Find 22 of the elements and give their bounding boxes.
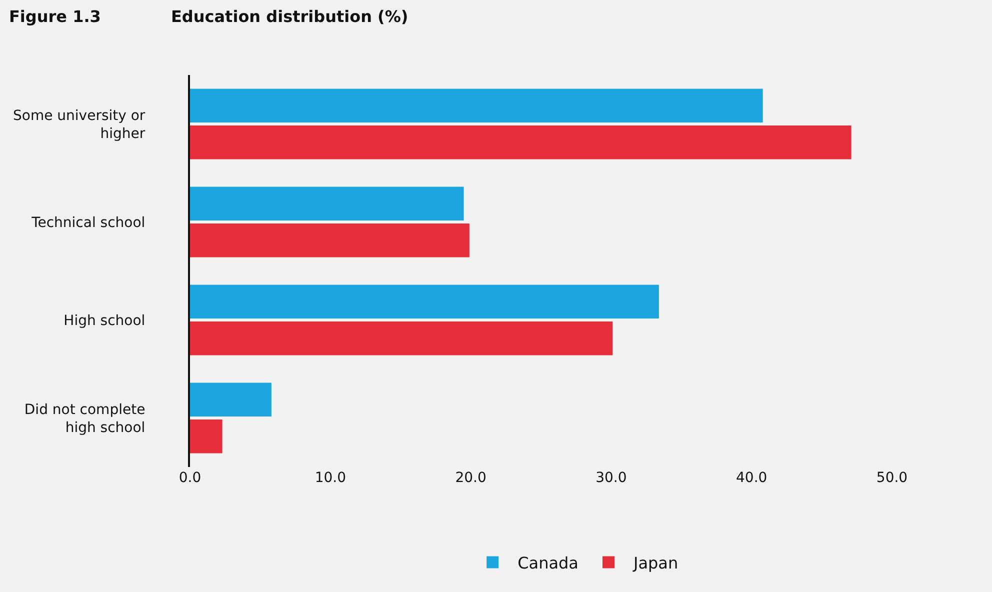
chart-subtitle: Education distribution (%) <box>171 7 408 26</box>
bar <box>190 223 470 258</box>
bar <box>190 284 659 319</box>
bar <box>190 186 464 221</box>
legend-label: Canada <box>518 554 578 573</box>
bar <box>190 88 763 123</box>
y-tick-label: Technical school <box>30 214 146 231</box>
x-tick-label: 50.0 <box>876 470 908 486</box>
x-tick-label: 40.0 <box>736 470 768 486</box>
x-tick-label: 20.0 <box>455 470 486 486</box>
bar <box>190 321 613 356</box>
bar <box>190 125 852 160</box>
y-tick-label: Did not complete high school <box>24 402 146 436</box>
text: Figure 1.3 <box>9 7 101 26</box>
legend-label: Japan <box>632 554 678 573</box>
x-tick-label: 0.0 <box>178 470 202 486</box>
bar <box>190 382 272 417</box>
bar <box>190 419 222 454</box>
y-tick-label: High school <box>64 312 146 329</box>
x-tick-label: 30.0 <box>596 470 627 486</box>
x-tick-label: 10.0 <box>314 470 346 486</box>
y-tick-label: Some university or higher <box>13 108 146 142</box>
